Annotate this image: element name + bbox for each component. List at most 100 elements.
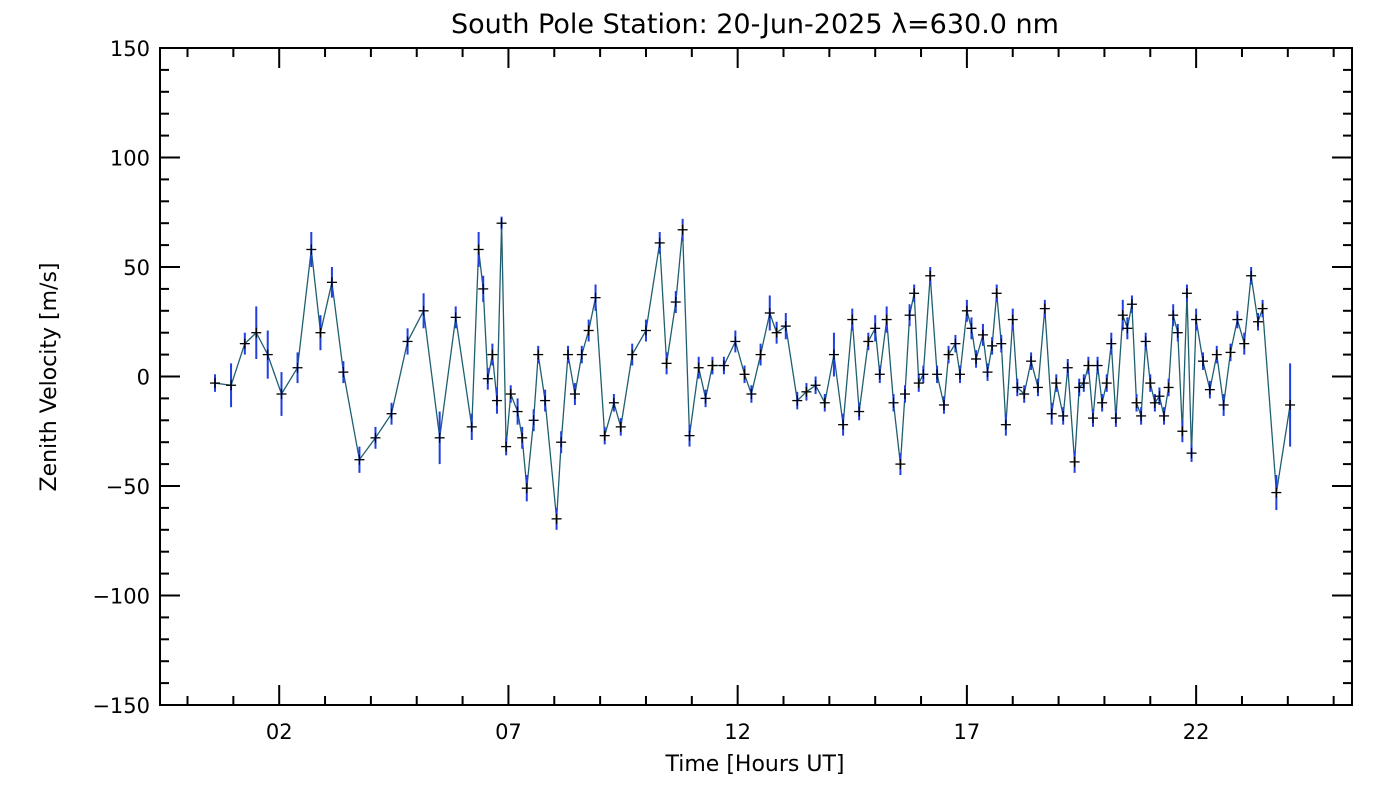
series-line bbox=[214, 223, 1291, 519]
data-point bbox=[801, 386, 812, 397]
y-tick-label: −50 bbox=[106, 475, 150, 499]
data-point bbox=[1163, 382, 1174, 393]
data-point bbox=[771, 327, 782, 338]
data-point bbox=[693, 362, 704, 373]
data-point bbox=[276, 389, 287, 400]
data-point bbox=[210, 378, 221, 389]
data-point bbox=[780, 321, 791, 332]
data-point bbox=[1122, 323, 1133, 334]
data-point bbox=[996, 338, 1007, 349]
data-point bbox=[306, 244, 317, 255]
data-point bbox=[670, 297, 681, 308]
data-point bbox=[792, 395, 803, 406]
data-point bbox=[955, 369, 966, 380]
data-point bbox=[1039, 303, 1050, 314]
data-point bbox=[1026, 356, 1037, 367]
data-point bbox=[1211, 349, 1222, 360]
axis-ticks bbox=[160, 47, 1352, 706]
data-point bbox=[677, 224, 688, 235]
data-point bbox=[466, 421, 477, 432]
data-point bbox=[1019, 389, 1030, 400]
data-point bbox=[1177, 426, 1188, 437]
data-point bbox=[854, 406, 865, 417]
data-point bbox=[615, 421, 626, 432]
data-point bbox=[501, 441, 512, 452]
data-point bbox=[810, 380, 821, 391]
data-point bbox=[512, 406, 523, 417]
data-point bbox=[640, 325, 651, 336]
data-point bbox=[950, 338, 961, 349]
data-point bbox=[239, 338, 250, 349]
data-point bbox=[684, 430, 695, 441]
data-point bbox=[370, 432, 381, 443]
data-point bbox=[599, 430, 610, 441]
data-point bbox=[918, 369, 929, 380]
data-point bbox=[991, 288, 1002, 299]
data-point bbox=[654, 237, 665, 248]
data-point bbox=[402, 336, 413, 347]
data-point bbox=[966, 323, 977, 334]
data-point bbox=[863, 336, 874, 347]
data-point bbox=[1218, 399, 1229, 410]
data-point bbox=[1106, 338, 1117, 349]
data-point bbox=[1012, 382, 1023, 393]
data-point bbox=[1062, 362, 1073, 373]
data-point bbox=[1145, 378, 1156, 389]
data-point bbox=[315, 327, 326, 338]
y-tick-label: −100 bbox=[92, 585, 150, 609]
y-axis-label: Zenith Velocity [m/s] bbox=[37, 263, 62, 492]
data-point bbox=[888, 397, 899, 408]
data-point bbox=[730, 336, 741, 347]
data-point bbox=[932, 369, 943, 380]
chart-title: South Pole Station: 20-Jun-2025 λ=630.0 … bbox=[451, 9, 1059, 40]
data-point bbox=[1198, 356, 1208, 367]
data-point bbox=[1186, 448, 1197, 459]
data-point bbox=[1246, 270, 1257, 281]
data-point bbox=[1117, 310, 1128, 321]
data-point bbox=[473, 244, 484, 255]
data-point bbox=[434, 432, 445, 443]
data-point bbox=[977, 329, 988, 340]
data-point bbox=[354, 454, 365, 465]
data-point bbox=[533, 349, 544, 360]
data-point bbox=[1007, 314, 1018, 325]
data-point bbox=[569, 389, 580, 400]
x-tick-label: 07 bbox=[495, 720, 522, 744]
data-point bbox=[1092, 360, 1103, 371]
data-point bbox=[487, 349, 498, 360]
data-point bbox=[1181, 288, 1192, 299]
data-point bbox=[982, 367, 993, 378]
x-tick-label: 22 bbox=[1183, 720, 1210, 744]
data-point bbox=[874, 369, 885, 380]
data-point bbox=[528, 415, 539, 426]
tick-labels: 150 100 50 0 −50 −100 −150 02 07 12 17 22 bbox=[92, 37, 1209, 744]
data-point bbox=[1126, 299, 1137, 310]
data-point bbox=[746, 389, 757, 400]
data-point bbox=[1083, 360, 1094, 371]
data-point bbox=[1140, 336, 1151, 347]
data-point bbox=[987, 340, 998, 351]
data-point bbox=[1225, 347, 1236, 358]
data-point bbox=[1110, 413, 1121, 424]
y-tick-label: 50 bbox=[123, 256, 150, 280]
data-point bbox=[292, 362, 303, 373]
data-point bbox=[1051, 378, 1062, 389]
data-point bbox=[1087, 413, 1098, 424]
data-point bbox=[870, 323, 881, 334]
y-tick-label: 150 bbox=[110, 37, 150, 61]
data-point bbox=[576, 349, 587, 360]
data-point bbox=[828, 349, 839, 360]
data-point bbox=[1069, 456, 1080, 467]
data-point bbox=[627, 349, 638, 360]
data-point bbox=[1131, 397, 1142, 408]
data-point bbox=[739, 369, 750, 380]
data-point bbox=[1097, 397, 1108, 408]
data-point bbox=[1159, 410, 1170, 421]
data-point bbox=[583, 325, 594, 336]
data-point bbox=[1168, 310, 1179, 321]
data-point bbox=[540, 395, 551, 406]
data-point bbox=[1046, 408, 1057, 419]
x-tick-label: 02 bbox=[266, 720, 293, 744]
data-point bbox=[764, 307, 775, 318]
data-point bbox=[491, 395, 502, 406]
